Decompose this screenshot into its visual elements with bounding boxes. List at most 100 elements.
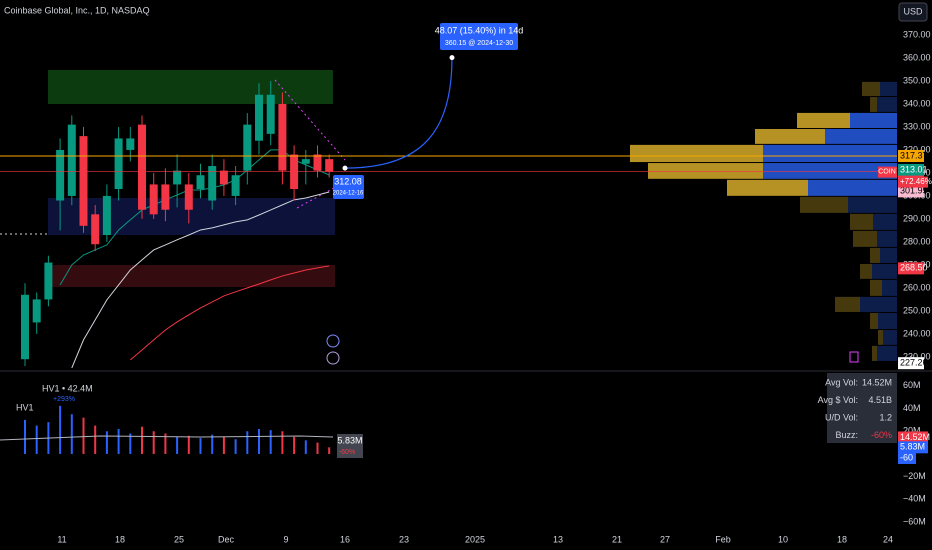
volume-bar bbox=[141, 426, 143, 454]
profile-down bbox=[870, 97, 877, 112]
profile-down bbox=[850, 213, 873, 230]
last-volume: 5.83M bbox=[337, 435, 362, 445]
candle-body bbox=[114, 138, 123, 190]
projection-curve bbox=[344, 57, 453, 169]
price-tag-label: 313.01 bbox=[900, 164, 928, 174]
buzz-tag-label: -60 bbox=[900, 452, 913, 462]
volume-bar bbox=[70, 414, 73, 454]
profile-up bbox=[878, 312, 897, 329]
supply-zone bbox=[48, 70, 333, 104]
candle-body bbox=[301, 159, 310, 164]
candle-body bbox=[231, 175, 240, 196]
x-tick-label: 10 bbox=[778, 534, 788, 544]
volume-bar bbox=[187, 435, 190, 454]
y-tick-label: 360.00 bbox=[903, 52, 931, 62]
hv-tag: HV1 bbox=[16, 402, 34, 412]
profile-down bbox=[727, 179, 808, 196]
y-tick-label: 260.00 bbox=[903, 282, 931, 292]
volume-bar bbox=[164, 433, 167, 454]
volume-bar bbox=[246, 431, 249, 454]
volume-bar bbox=[105, 431, 108, 454]
alert-icon[interactable] bbox=[326, 351, 340, 365]
profile-down bbox=[797, 112, 850, 129]
candle-body bbox=[102, 195, 111, 236]
currency[interactable]: USD bbox=[903, 6, 923, 16]
x-tick-label: 18 bbox=[837, 534, 847, 544]
profile-up bbox=[763, 163, 897, 179]
volume-bar bbox=[328, 447, 331, 454]
volume-bar bbox=[82, 417, 85, 454]
stat-value: -60% bbox=[871, 430, 892, 440]
profile-up bbox=[825, 129, 897, 144]
axis-tag bbox=[898, 441, 928, 454]
chart-title: Coinbase Global, Inc., 1D, NASDAQ bbox=[4, 5, 150, 15]
projection-text: 48.07 (15.40%) in 14d bbox=[435, 25, 524, 35]
start-price: 312.08 bbox=[334, 176, 362, 186]
profile-down bbox=[630, 144, 763, 163]
price-tag bbox=[898, 262, 924, 275]
moving-average bbox=[71, 191, 330, 369]
profile-up bbox=[877, 345, 897, 361]
profile-down bbox=[648, 163, 763, 179]
projection-detail: 360.15 @ 2024-12-30 bbox=[445, 40, 513, 47]
x-tick-label: 2025 bbox=[465, 534, 485, 544]
candle-body bbox=[56, 149, 65, 201]
y-tick-label: 60M bbox=[903, 380, 921, 390]
candle-body bbox=[149, 184, 158, 215]
stat-label: Avg $ Vol: bbox=[818, 395, 858, 405]
volume-bar bbox=[222, 436, 225, 454]
volume-bar bbox=[94, 425, 97, 454]
volume-bar bbox=[293, 436, 296, 454]
x-tick-label: Feb bbox=[715, 534, 731, 544]
profile-up bbox=[883, 329, 897, 345]
candle-body bbox=[138, 124, 146, 210]
buzz-tag bbox=[898, 452, 916, 464]
event-icon[interactable] bbox=[849, 351, 859, 363]
y-tick-label: 250.00 bbox=[903, 305, 931, 315]
candle-body bbox=[208, 166, 217, 201]
profile-down bbox=[870, 247, 880, 263]
y-tick-label: 280.00 bbox=[903, 236, 931, 246]
price-tag-label: 268.50 bbox=[900, 263, 928, 273]
x-tick-label: 21 bbox=[612, 534, 622, 544]
projection-box bbox=[440, 23, 518, 50]
volume-bar bbox=[129, 433, 132, 454]
price-tag bbox=[898, 164, 924, 177]
candle-body bbox=[91, 214, 100, 245]
candle-body bbox=[126, 138, 135, 150]
profile-up bbox=[880, 81, 897, 97]
candle-body bbox=[219, 170, 228, 185]
y-tick-label: 40M bbox=[903, 403, 921, 413]
volume-bar bbox=[258, 428, 260, 454]
change: +72.46% bbox=[900, 177, 932, 186]
profile-up bbox=[882, 279, 897, 296]
profile-down bbox=[878, 329, 883, 345]
currency-button[interactable] bbox=[898, 2, 928, 22]
y-tick-label: −40M bbox=[903, 494, 926, 504]
profile-down bbox=[800, 196, 848, 213]
candle-body bbox=[173, 170, 182, 185]
profile-up bbox=[877, 230, 897, 247]
volume-bar bbox=[35, 425, 38, 454]
candle-body bbox=[161, 184, 170, 210]
projection-target bbox=[449, 55, 455, 61]
add-icon[interactable] bbox=[326, 334, 340, 348]
x-tick-label: 25 bbox=[174, 534, 184, 544]
candle-body bbox=[67, 124, 76, 196]
candle-body bbox=[266, 94, 275, 134]
candle-body bbox=[79, 136, 88, 226]
axis-tag bbox=[898, 431, 928, 444]
price-tag-label: 301.99 bbox=[900, 186, 928, 196]
y-tick-label: 240.00 bbox=[903, 328, 931, 338]
symbol-tag bbox=[878, 166, 897, 178]
volume-bar bbox=[269, 430, 272, 454]
hv-text: HV1 • 42.4M bbox=[42, 383, 93, 393]
profile-up bbox=[872, 263, 897, 279]
candle-body bbox=[325, 159, 334, 172]
stat-value: 14.52M bbox=[862, 377, 892, 387]
profile-down bbox=[870, 312, 878, 329]
price-tag bbox=[898, 357, 924, 370]
x-tick-label: 23 bbox=[399, 534, 409, 544]
candle-body bbox=[196, 175, 205, 190]
price-tag-label: 227.26 bbox=[900, 358, 928, 368]
